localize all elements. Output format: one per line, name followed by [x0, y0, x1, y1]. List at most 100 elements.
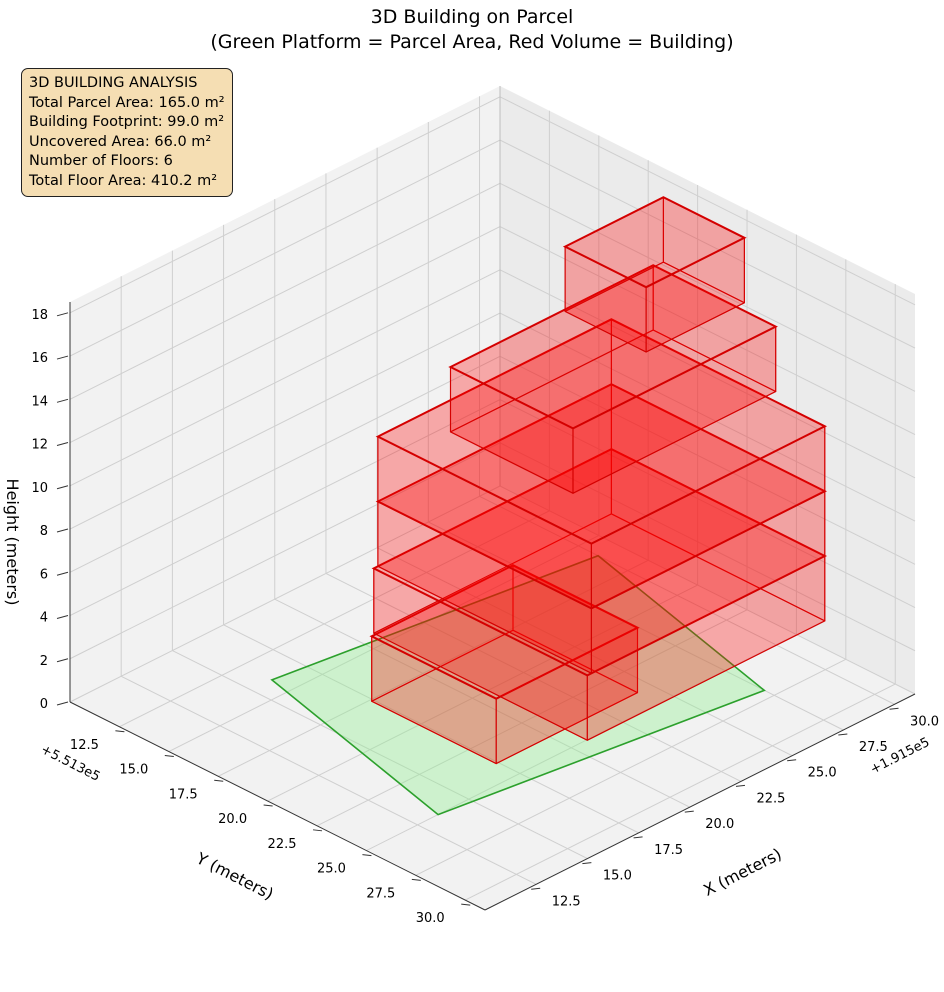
chart-subtitle: (Green Platform = Parcel Area, Red Volum…: [210, 31, 734, 53]
wall-gridline: [69, 182, 501, 400]
y-tick-label: 20.0: [218, 812, 247, 827]
z-tick-label: 2: [40, 654, 48, 669]
y-tick-mark: [362, 854, 372, 857]
y-tick-mark: [115, 730, 125, 733]
z-tick-label: 4: [40, 611, 48, 626]
wall-gridline: [499, 96, 916, 306]
wall-gridline: [69, 96, 501, 314]
z-tick-label: 16: [31, 351, 48, 366]
y-tick-label: 22.5: [268, 837, 297, 852]
x-tick-mark: [531, 887, 541, 890]
info-heading: 3D BUILDING ANALYSIS: [29, 75, 198, 91]
info-line: Uncovered Area: 66.0 m²: [29, 133, 212, 150]
x-tick-mark: [735, 784, 746, 787]
x-axis-label: X (meters): [700, 844, 784, 900]
wall-gridline: [69, 355, 501, 573]
back-left-pane: [70, 86, 500, 702]
wall-gridline: [499, 355, 916, 565]
y-tick-mark: [312, 829, 323, 832]
y-tick-label: 17.5: [169, 787, 198, 802]
z-tick-mark: [56, 528, 69, 533]
wall-gridline: [499, 139, 916, 349]
wall-gridline: [69, 442, 501, 660]
y-tick-label: 30.0: [416, 911, 445, 926]
info-line: Total Parcel Area: 165.0 m²: [29, 94, 225, 111]
floor-top-outline: [369, 564, 640, 700]
floor-gridline: [415, 658, 847, 876]
wall-gridline: [499, 399, 916, 608]
info-line: Total Floor Area: 410.2 m²: [29, 172, 218, 189]
floor-top-outline: [562, 196, 747, 289]
wall-gridline: [499, 182, 916, 392]
wall-gridline: [499, 312, 916, 522]
y-tick-label: 27.5: [366, 886, 395, 901]
floor-top-outline: [448, 264, 778, 430]
z-tick-label: 10: [31, 481, 48, 496]
wall-gridline: [69, 399, 501, 616]
wall-gridline: [69, 485, 501, 703]
z-axis-label: Height (meters): [3, 479, 22, 606]
z-tick-mark: [56, 571, 69, 576]
wall-gridline: [69, 226, 501, 443]
chart-title: 3D Building on Parcel: [370, 6, 574, 28]
x-tick-label: 15.0: [603, 869, 632, 884]
z-tick-mark: [56, 615, 69, 619]
z-tick-mark: [56, 442, 69, 447]
x-tick-label: 17.5: [654, 843, 683, 858]
x-tick-label: 25.0: [808, 766, 837, 781]
wall-gridline: [69, 269, 501, 487]
y-tick-mark: [214, 779, 224, 782]
z-tick-mark: [56, 485, 69, 490]
x-tick-mark: [889, 707, 899, 710]
x-tick-label: 12.5: [552, 894, 581, 909]
wall-gridline: [499, 226, 916, 435]
z-tick-label: 14: [31, 394, 48, 409]
y-tick-label: 12.5: [70, 738, 99, 753]
wall-gridline: [69, 312, 501, 530]
floor-gridline: [316, 609, 748, 827]
x-tick-mark: [633, 836, 643, 839]
x-tick-label: 22.5: [756, 791, 785, 806]
y-axis-label: Y (meters): [192, 848, 276, 903]
z-tick-label: 8: [40, 524, 48, 539]
wall-gridline: [499, 269, 916, 479]
analysis-info-box: 3D BUILDING ANALYSIS Total Parcel Area: …: [21, 68, 233, 197]
z-tick-label: 6: [40, 567, 48, 582]
z-tick-mark: [56, 355, 69, 360]
y-tick-label: 15.0: [119, 763, 148, 778]
x-tick-label: 20.0: [705, 817, 734, 832]
floor-5-box: [448, 264, 778, 494]
x-tick-mark: [838, 733, 848, 736]
floor-4-box: [375, 318, 828, 609]
info-line: Building Footprint: 99.0 m²: [29, 114, 225, 130]
x-tick-mark: [684, 810, 694, 813]
z-tick-label: 12: [31, 438, 48, 453]
floor-top-outline: [375, 318, 828, 545]
y-tick-mark: [411, 878, 421, 881]
floor-pane: [70, 486, 915, 910]
back-right-pane: [500, 86, 915, 694]
info-line: Number of Floors: 6: [29, 153, 173, 169]
z-tick-mark: [56, 701, 69, 706]
x-axis-line: [484, 693, 916, 911]
y-tick-mark: [263, 804, 273, 807]
z-tick-mark: [56, 658, 69, 663]
floor-gridline: [119, 510, 550, 728]
y-tick-mark: [461, 903, 471, 906]
y-tick-mark: [164, 755, 174, 758]
wall-gridline: [499, 485, 916, 695]
wall-gridline: [499, 442, 916, 652]
z-tick-mark: [56, 312, 69, 317]
floor-6-box: [562, 196, 747, 353]
floor-gridline: [465, 683, 896, 901]
parcel-platform: [270, 554, 766, 816]
z-tick-label: 0: [40, 697, 48, 712]
wall-gridline: [69, 139, 501, 357]
x-tick-mark: [582, 862, 592, 865]
x-tick-label: 30.0: [910, 714, 939, 729]
x-tick-label: 27.5: [859, 740, 888, 755]
z-tick-label: 18: [31, 308, 48, 323]
floor-3-box: [375, 383, 828, 674]
